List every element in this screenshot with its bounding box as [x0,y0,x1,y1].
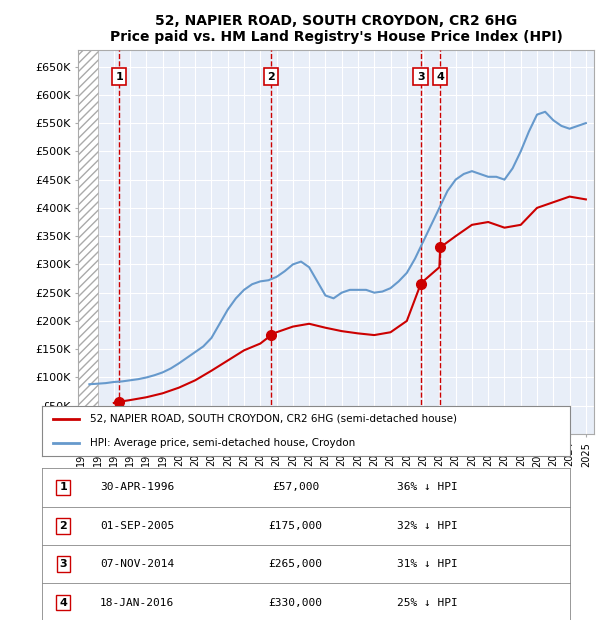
Text: 2: 2 [59,521,67,531]
Text: £57,000: £57,000 [272,482,319,492]
Text: 25% ↓ HPI: 25% ↓ HPI [397,598,458,608]
Text: 32% ↓ HPI: 32% ↓ HPI [397,521,458,531]
Text: 1: 1 [115,71,123,81]
Text: £265,000: £265,000 [268,559,322,569]
Text: 01-SEP-2005: 01-SEP-2005 [100,521,174,531]
Text: 3: 3 [417,71,424,81]
Bar [78,50,98,434]
Text: 30-APR-1996: 30-APR-1996 [100,482,174,492]
Text: 07-NOV-2014: 07-NOV-2014 [100,559,174,569]
Text: 52, NAPIER ROAD, SOUTH CROYDON, CR2 6HG (semi-detached house): 52, NAPIER ROAD, SOUTH CROYDON, CR2 6HG … [89,414,457,423]
Text: £330,000: £330,000 [268,598,322,608]
Text: 36% ↓ HPI: 36% ↓ HPI [397,482,458,492]
Text: 18-JAN-2016: 18-JAN-2016 [100,598,174,608]
Text: £175,000: £175,000 [268,521,322,531]
Title: 52, NAPIER ROAD, SOUTH CROYDON, CR2 6HG
Price paid vs. HM Land Registry's House : 52, NAPIER ROAD, SOUTH CROYDON, CR2 6HG … [110,14,562,44]
Text: 4: 4 [59,598,67,608]
Text: 31% ↓ HPI: 31% ↓ HPI [397,559,458,569]
Text: 3: 3 [59,559,67,569]
Text: 4: 4 [436,71,444,81]
Text: HPI: Average price, semi-detached house, Croydon: HPI: Average price, semi-detached house,… [89,438,355,448]
Text: 2: 2 [268,71,275,81]
Text: 1: 1 [59,482,67,492]
